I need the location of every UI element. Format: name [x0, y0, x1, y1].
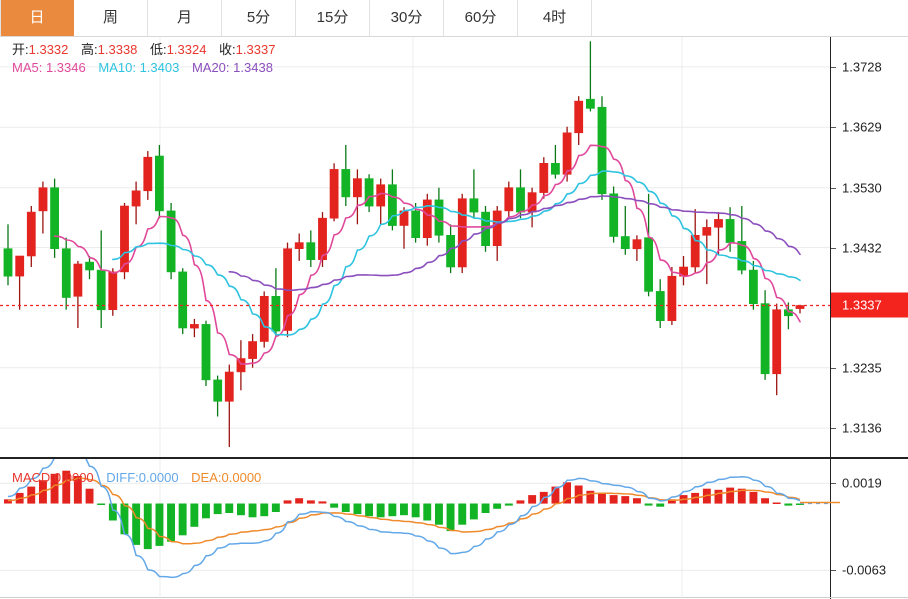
price-axis-tick: 1.3432 — [842, 240, 882, 255]
tab-week-label: 周 — [102, 9, 118, 26]
current-price-badge: 1.3337 — [831, 292, 908, 318]
price-axis-tickmark — [831, 247, 836, 249]
price-chart-panel[interactable] — [0, 37, 908, 458]
price-axis-tick: 1.3136 — [842, 420, 882, 436]
price-axis-tickmark — [831, 66, 836, 68]
tab-month[interactable]: 月 — [148, 0, 222, 36]
price-axis-tickmark — [831, 428, 836, 430]
tab-5min[interactable]: 5分 — [222, 0, 296, 36]
price-axis-line — [830, 37, 831, 458]
macd-chart-panel[interactable] — [0, 459, 908, 599]
tab-15min-label: 15分 — [316, 9, 349, 26]
macd-axis-tick: -0.0063 — [842, 562, 887, 578]
tab-5min-label: 5分 — [246, 9, 271, 26]
macd-axis-tickmark — [831, 570, 836, 572]
tab-15min[interactable]: 15分 — [296, 0, 370, 36]
price-axis-tickmark — [831, 367, 836, 369]
tab-day-label: 日 — [29, 9, 45, 26]
price-axis-tick: 1.3629 — [842, 119, 882, 135]
timeframe-tabbar: 日 周 月 5分 15分 30分 60分 4时 — [0, 0, 908, 37]
tab-30min-label: 30分 — [390, 9, 423, 26]
macd-axis-tick: 0.0019 — [842, 475, 882, 491]
tab-60min-label: 60分 — [464, 9, 497, 26]
tab-4hour[interactable]: 4时 — [518, 0, 592, 36]
chart-bottom-border — [0, 597, 908, 598]
panel-divider — [0, 457, 908, 459]
price-axis-tick: 1.3728 — [842, 59, 882, 75]
tab-month-label: 月 — [176, 9, 192, 26]
tab-day[interactable]: 日 — [0, 0, 74, 36]
macd-axis-tickmark — [831, 483, 836, 485]
price-axis-tickmark — [831, 127, 836, 129]
tab-week[interactable]: 周 — [74, 0, 148, 36]
macd-axis-line — [830, 459, 831, 599]
price-axis-tickmark — [831, 187, 836, 189]
tab-4hour-label: 4时 — [542, 9, 567, 26]
price-axis-tick: 1.3235 — [842, 360, 882, 376]
price-axis-tick: 1.3530 — [842, 180, 882, 196]
tab-60min[interactable]: 60分 — [444, 0, 518, 36]
price-chart-svg — [0, 37, 908, 458]
tab-30min[interactable]: 30分 — [370, 0, 444, 36]
macd-chart-svg — [0, 459, 840, 599]
